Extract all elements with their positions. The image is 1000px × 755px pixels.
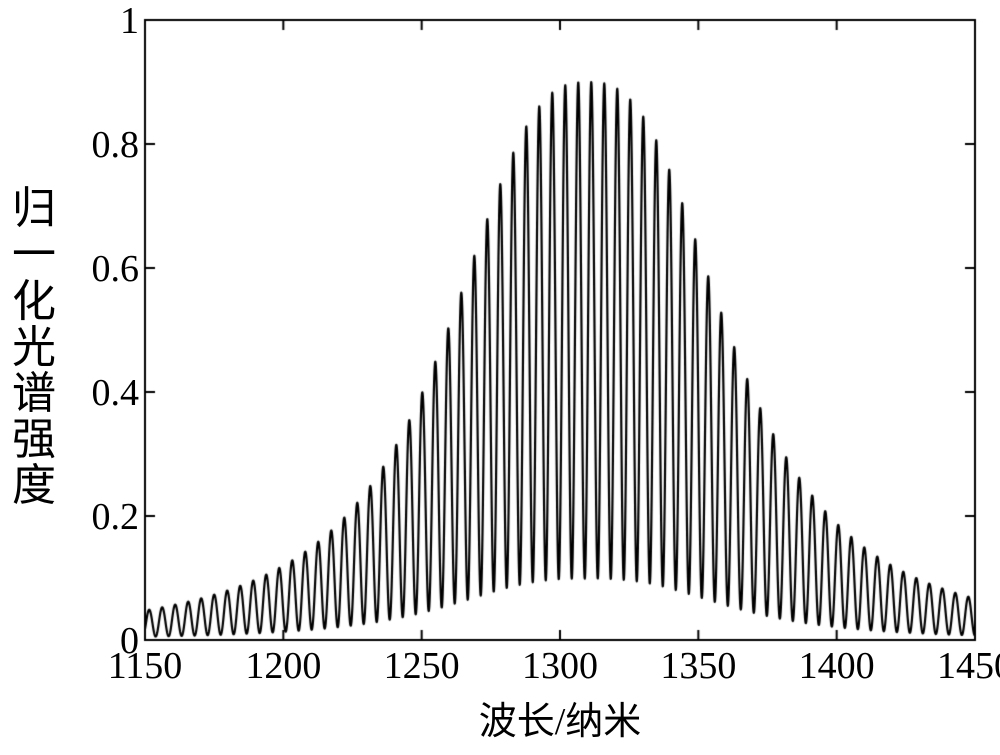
y-tick-label: 0.2 [92,495,140,539]
x-tick-label: 1400 [799,644,875,688]
x-tick-label: 1150 [108,644,183,688]
y-tick-label: 0.8 [92,123,140,167]
y-axis-label: 归一化光谱强度 [8,186,60,509]
y-tick-label: 0 [120,619,139,663]
x-tick-label: 1350 [660,644,736,688]
y-tick-label: 1 [120,0,139,43]
chart-container: 归一化光谱强度 波长/纳米 1150 1200 1250 1300 1350 1400 14… [0,0,1000,755]
spectrum-canvas [0,0,1000,755]
x-tick-label: 1200 [245,644,321,688]
x-tick-label: 1300 [522,644,598,688]
x-tick-label: 1250 [384,644,460,688]
x-tick-label: 1450 [937,644,1000,688]
y-tick-label: 0.4 [92,371,140,415]
y-tick-label: 0.6 [92,247,140,291]
x-axis-label: 波长/纳米 [479,690,642,745]
